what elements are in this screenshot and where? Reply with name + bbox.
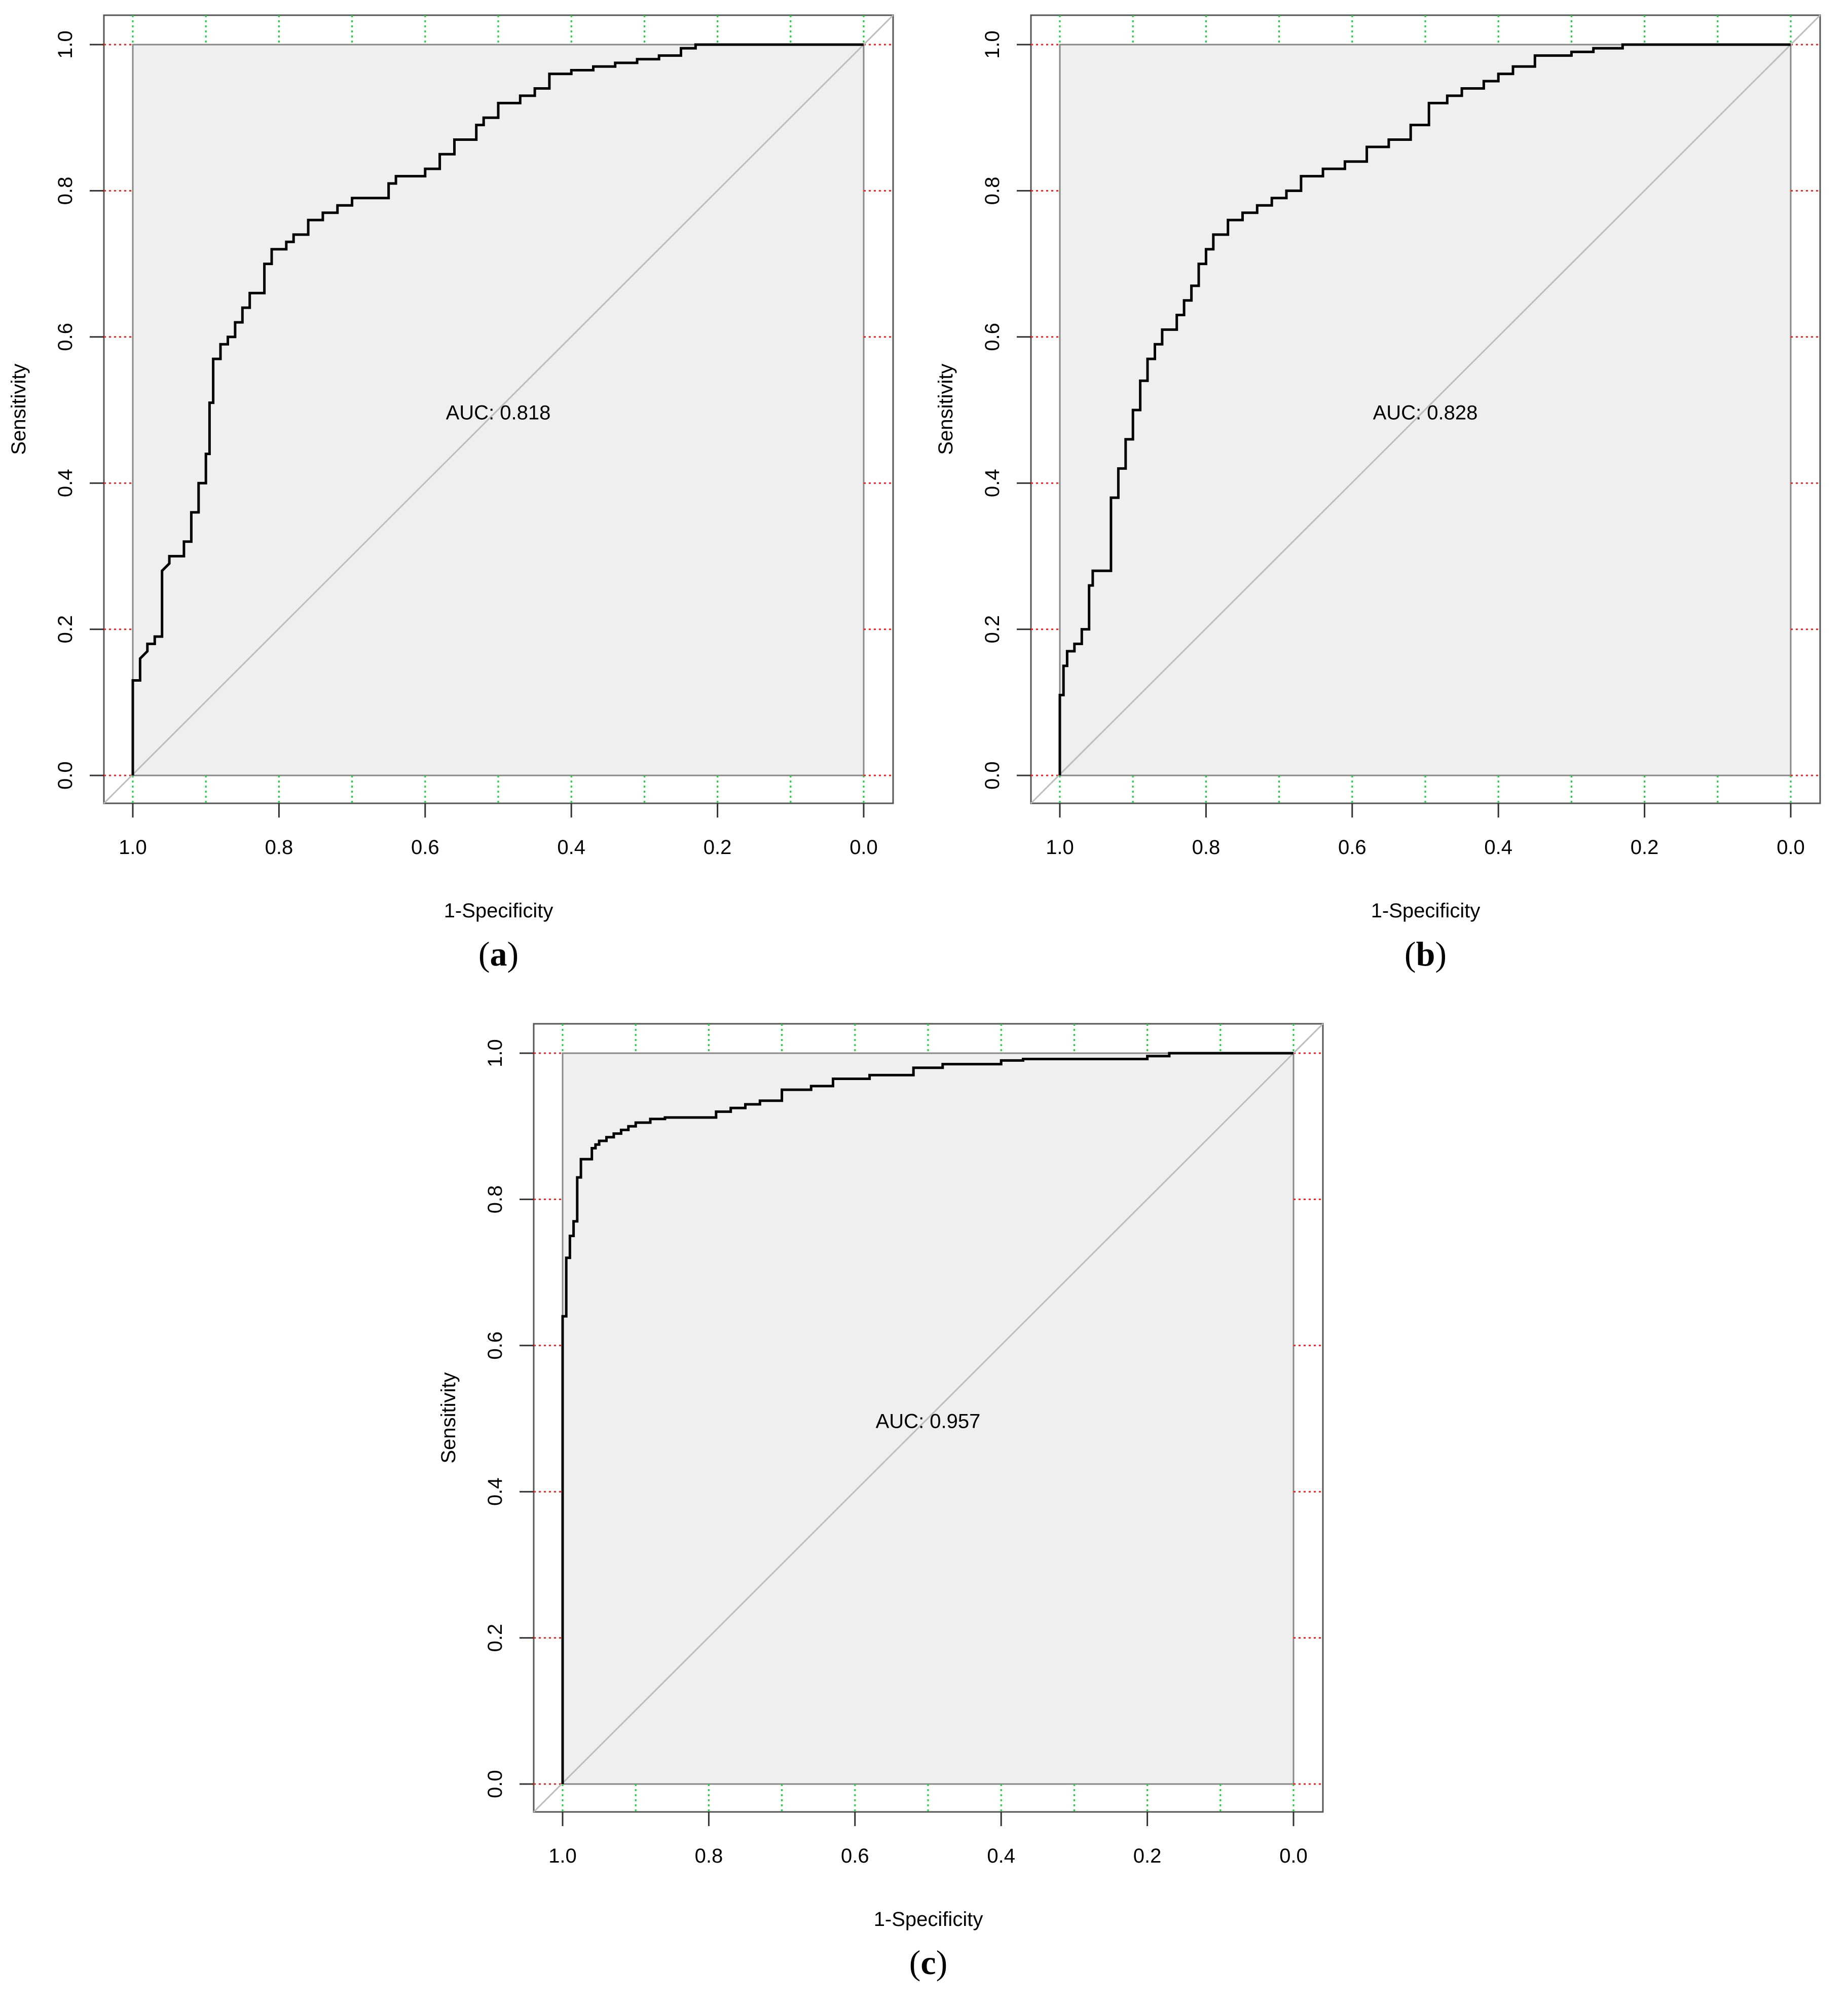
roc-curve-line [131,43,864,775]
x-tick-label: 0.8 [265,836,293,859]
y-tick-label: 0.4 [484,1477,506,1506]
y-tick-label: 0.8 [981,177,1004,205]
x-tick-label: 0.8 [1192,836,1221,859]
roc-curve-line [1058,43,1791,775]
roc-chart-c: 1.0 0.8 0.6 0.4 0.2 0.0 0.0 0.2 0.4 0.6 0.8 1.0 1-Sp… [437,1023,1324,1982]
y-tick-label: 0.0 [484,1770,506,1798]
x-tick-label: 1.0 [1046,836,1074,859]
x-tick-label: 0.4 [1484,836,1512,859]
y-tick-label: 0.2 [54,615,77,644]
x-tick-label: 1.0 [548,1845,577,1867]
panel-label: (a) [478,935,519,973]
diagonal-reference-line [1030,14,1821,804]
x-tick-label: 0.4 [987,1845,1015,1867]
roc-chart-b: 1.0 0.8 0.6 0.4 0.2 0.0 0.0 0.2 0.4 0.6 0.8 1.0 1-Sp… [935,14,1821,973]
x-tick-label: 0.8 [695,1845,723,1867]
roc-curve-line [561,1052,1293,1784]
y-axis-title: Sensitivity [8,363,30,455]
y-tick-label: 0.0 [54,761,77,790]
y-tick-label: 0.4 [981,469,1004,497]
panel-label: (b) [1405,935,1447,973]
auc-annotation: AUC: 0.818 [446,402,551,424]
x-tick-label: 0.0 [1279,1845,1308,1867]
y-tick-label: 0.6 [484,1331,506,1360]
y-tick-label: 0.8 [54,177,77,205]
y-axis-title: Sensitivity [437,1372,460,1463]
y-tick-label: 0.8 [484,1185,506,1214]
x-tick-label: 0.2 [704,836,732,859]
x-tick-label: 0.4 [557,836,585,859]
x-tick-label: 0.6 [841,1845,869,1867]
x-tick-label: 1.0 [119,836,147,859]
y-tick-label: 1.0 [484,1039,506,1067]
x-tick-label: 0.6 [411,836,439,859]
y-tick-label: 0.4 [54,469,77,497]
roc-chart-a: 1.0 0.8 0.6 0.4 0.2 0.0 0.0 0.2 0.4 0.6 0.8 1.0 1-Sp… [8,14,894,973]
x-axis-title: 1-Specificity [444,900,553,922]
x-tick-label: 0.0 [1777,836,1805,859]
diagonal-reference-line [533,1023,1324,1813]
x-axis-title: 1-Specificity [874,1908,983,1931]
diagonal-reference-line [103,14,894,804]
y-tick-label: 0.2 [981,615,1004,644]
y-tick-label: 1.0 [981,30,1004,59]
x-tick-label: 0.0 [849,836,878,859]
panel-label: (c) [909,1943,948,1982]
y-tick-label: 0.0 [981,761,1004,790]
x-tick-label: 0.2 [1631,836,1659,859]
y-tick-label: 0.6 [54,323,77,351]
auc-annotation: AUC: 0.828 [1373,402,1478,424]
y-tick-label: 0.6 [981,323,1004,351]
y-axis-title: Sensitivity [935,363,957,455]
x-tick-label: 0.6 [1338,836,1366,859]
y-tick-label: 1.0 [54,30,77,59]
x-axis-title: 1-Specificity [1371,900,1481,922]
x-tick-label: 0.2 [1133,1845,1162,1867]
auc-annotation: AUC: 0.957 [876,1411,981,1433]
y-tick-label: 0.2 [484,1624,506,1652]
